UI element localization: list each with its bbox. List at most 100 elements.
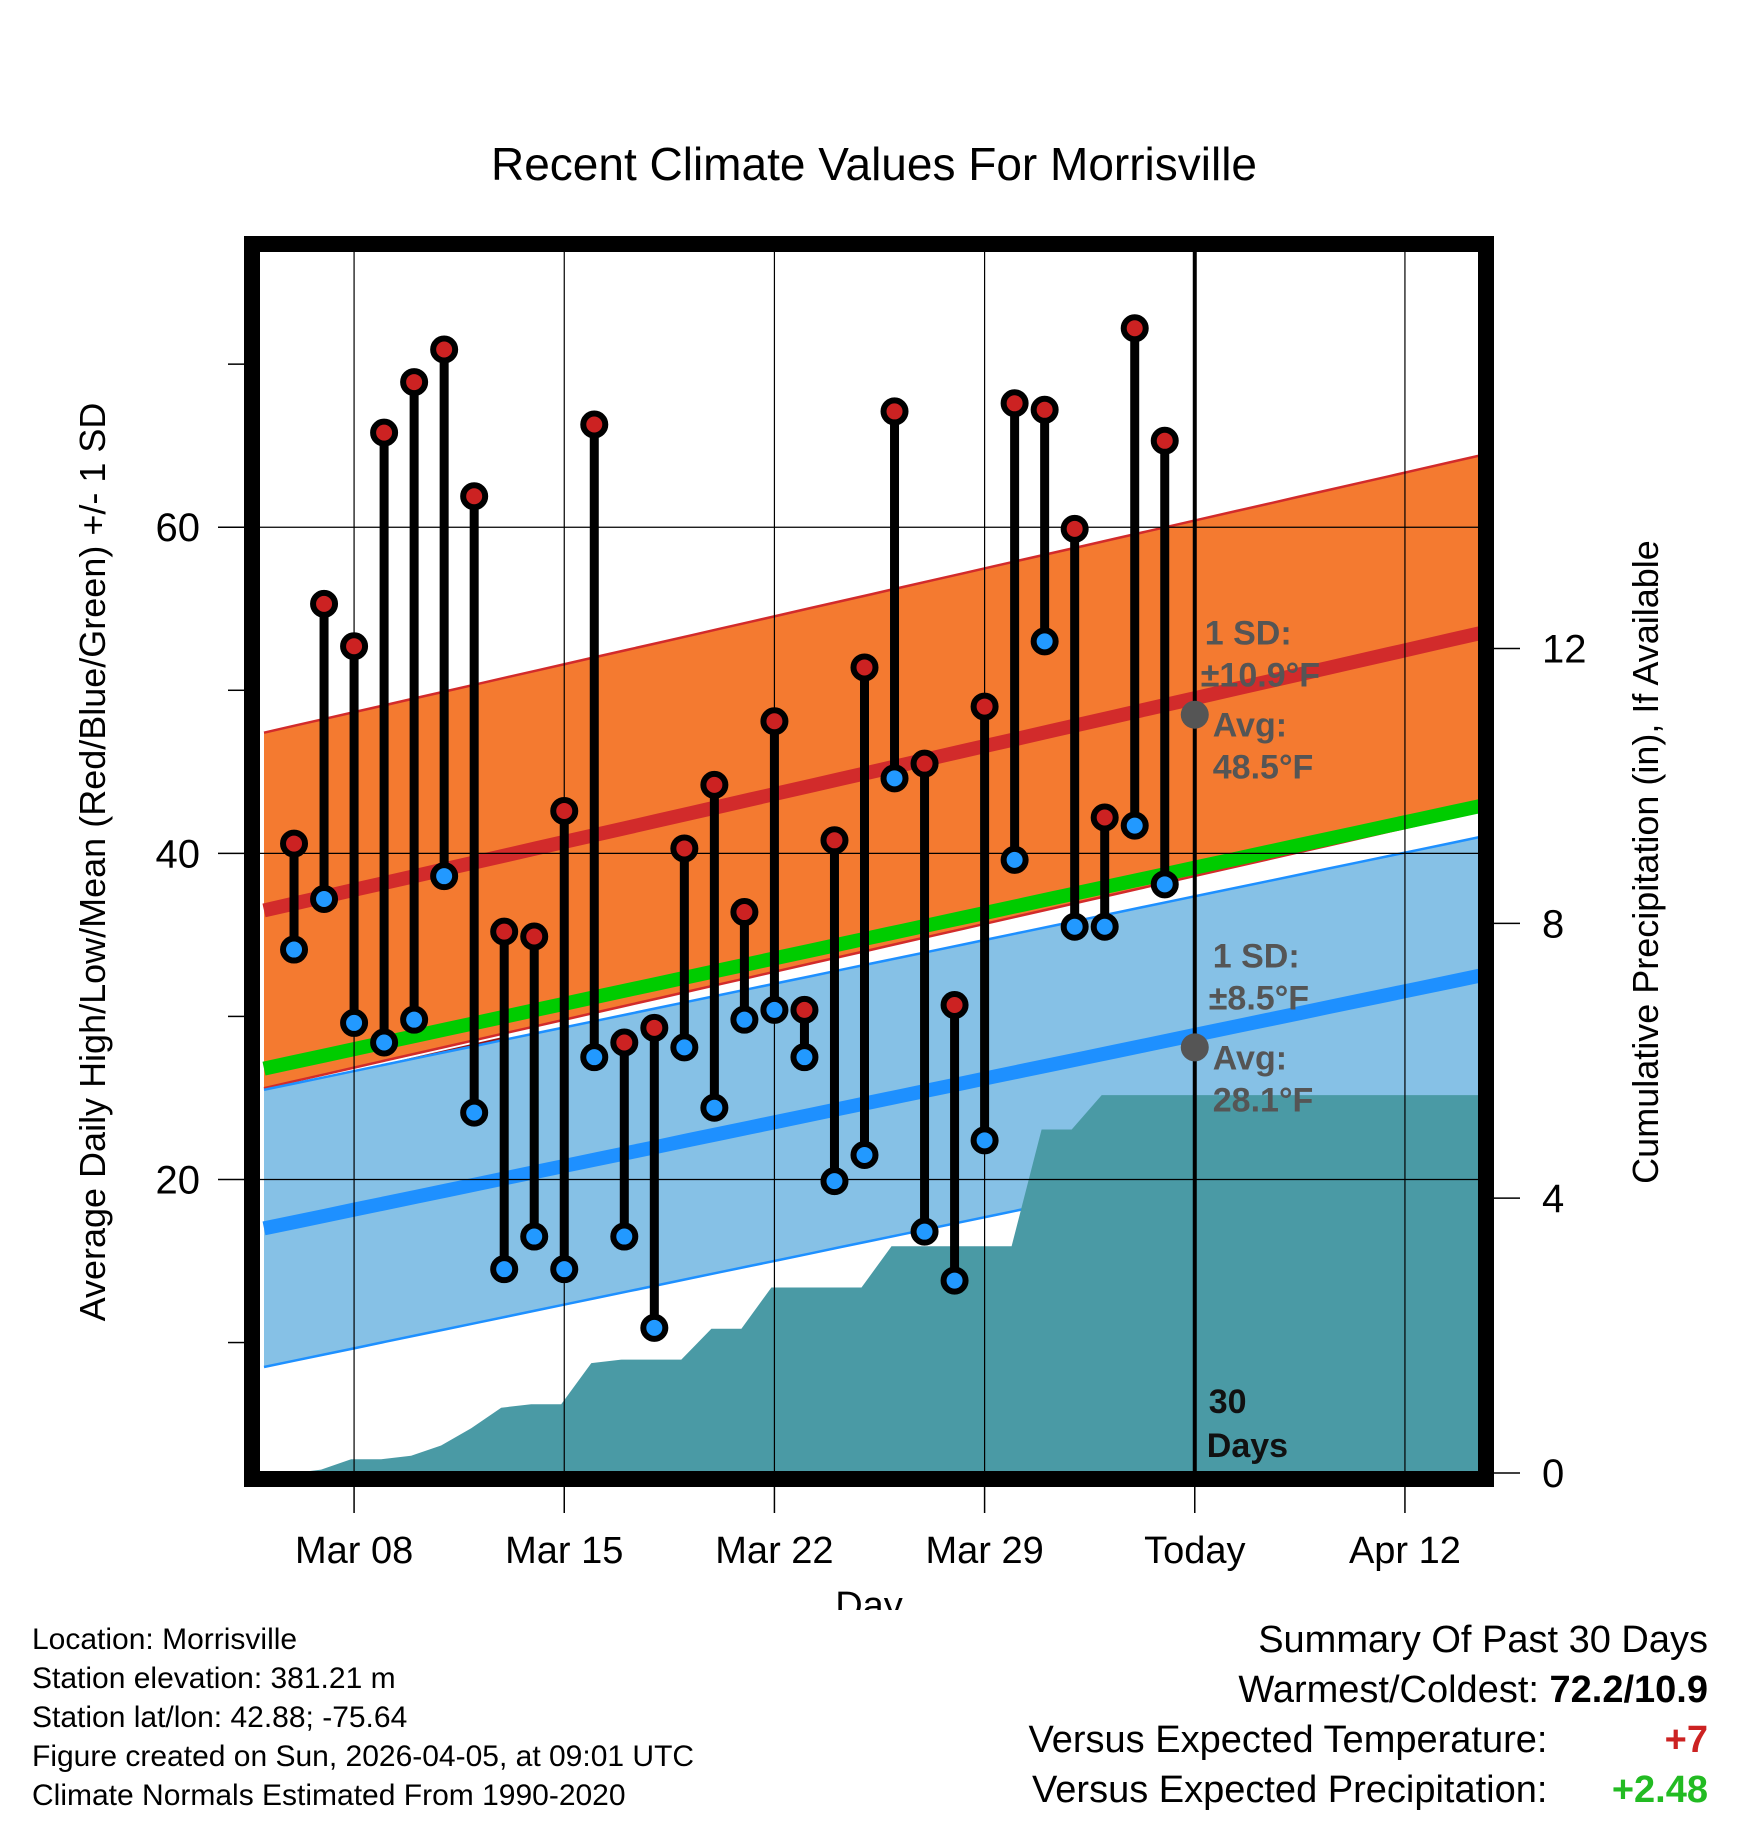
daily-low-point — [760, 995, 789, 1024]
daily-low-point — [610, 1222, 639, 1251]
y2-axis-label: Cumulative Precipitation (in), If Availa… — [1625, 540, 1666, 1184]
plot-frame — [244, 236, 1494, 1487]
daily-low-point — [700, 1093, 729, 1122]
created-text: Figure created on Sun, 2026-04-05, at 09… — [32, 1740, 695, 1773]
daily-high-point — [1150, 426, 1179, 455]
temp-departure-value: +7 — [1664, 1719, 1708, 1761]
daily-low-point — [850, 1141, 879, 1170]
warmest-coldest-label: Warmest/Coldest: — [1238, 1669, 1539, 1711]
y-tick-label: 20 — [156, 1158, 201, 1202]
high-sd-value: ±10.9°F — [1201, 657, 1320, 695]
daily-high-point — [910, 749, 939, 778]
daily-high-point — [490, 917, 519, 946]
chart-title: Recent Climate Values For Morrisville — [491, 138, 1257, 190]
daily-high-point — [700, 770, 729, 799]
daily-low-point — [880, 764, 909, 793]
high-avg-value: 48.5°F — [1213, 749, 1314, 787]
precip-departure-value: +2.48 — [1611, 1769, 1708, 1811]
daily-low-point — [820, 1167, 849, 1196]
daily-low-point — [1000, 845, 1029, 874]
low-sd-label: 1 SD: — [1213, 937, 1300, 975]
daily-low-point — [280, 935, 309, 964]
latlon-text: Station lat/lon: 42.88; -75.64 — [32, 1701, 408, 1734]
daily-low-point — [1030, 627, 1059, 656]
warmest-coldest-row: Warmest/Coldest: 72.2/10.9 — [1029, 1665, 1708, 1715]
x-tick-label: Mar 08 — [295, 1530, 413, 1572]
daily-high-point — [520, 922, 549, 951]
low-avg-label: Avg: — [1213, 1039, 1287, 1077]
daily-low-point — [400, 1005, 429, 1034]
y2-tick-label: 8 — [1542, 902, 1564, 946]
daily-low-point — [370, 1028, 399, 1057]
daily-high-point — [730, 898, 759, 927]
x-axis-label: Day — [835, 1585, 903, 1610]
today-low-average-dot — [1180, 1033, 1209, 1062]
precipitation-area — [264, 1095, 1480, 1473]
daily-high-point — [580, 410, 609, 439]
low-avg-value: 28.1°F — [1213, 1081, 1314, 1119]
high-sd-label: 1 SD: — [1205, 615, 1292, 653]
daily-high-point — [880, 397, 909, 426]
precip-departure-label: Versus Expected Precipitation: — [1032, 1769, 1548, 1811]
daily-high-point — [1000, 389, 1029, 418]
days-count-number: 30 — [1209, 1383, 1247, 1421]
normals-text: Climate Normals Estimated From 1990-2020 — [32, 1779, 626, 1812]
daily-high-point — [550, 796, 579, 825]
daily-low-point — [910, 1217, 939, 1246]
daily-low-point — [310, 885, 339, 914]
station-info: Location: Morrisville Station elevation:… — [32, 1620, 694, 1815]
high-sd-band-upper-edge — [263, 454, 1480, 734]
y-tick-label: 40 — [156, 832, 201, 876]
daily-low-point — [550, 1255, 579, 1284]
high-avg-label: Avg: — [1213, 707, 1287, 745]
summary-heading: Summary Of Past 30 Days — [1258, 1619, 1708, 1661]
x-tick-label: Mar 22 — [715, 1530, 833, 1572]
daily-high-point — [790, 995, 819, 1024]
daily-low-point — [1090, 912, 1119, 941]
summary-panel: Summary Of Past 30 Days Warmest/Coldest:… — [1029, 1615, 1708, 1815]
warmest-coldest-value: 72.2/10.9 — [1549, 1669, 1708, 1711]
today-high-average-dot — [1180, 700, 1209, 729]
daily-high-point — [280, 829, 309, 858]
daily-low-point — [1120, 811, 1149, 840]
daily-low-point — [670, 1033, 699, 1062]
daily-high-point — [670, 834, 699, 863]
daily-low-point — [790, 1043, 819, 1072]
low-sd-value: ±8.5°F — [1209, 979, 1309, 1017]
y-tick-label: 60 — [156, 506, 201, 550]
daily-high-point — [310, 589, 339, 618]
x-tick-label: Today — [1144, 1530, 1245, 1572]
high-average-line — [262, 626, 1480, 918]
temp-departure-label: Versus Expected Temperature: — [1028, 1719, 1548, 1761]
x-tick-label: Mar 29 — [925, 1530, 1043, 1572]
y2-tick-label: 4 — [1542, 1177, 1564, 1221]
daily-low-point — [520, 1222, 549, 1251]
daily-high-point — [760, 707, 789, 736]
elevation-text: Station elevation: 381.21 m — [32, 1662, 396, 1695]
temp-departure-row: Versus Expected Temperature: +7 — [1029, 1715, 1708, 1765]
climate-chart: Recent Climate Values For Morrisville 1 … — [72, 138, 1666, 1610]
daily-low-point — [940, 1266, 969, 1295]
location-text: Location: Morrisville — [32, 1623, 298, 1656]
daily-low-point — [1150, 870, 1179, 899]
x-tick-label: Apr 12 — [1349, 1530, 1461, 1572]
y-axis-label: Average Daily High/Low/Mean (Red/Blue/Gr… — [72, 403, 113, 1322]
daily-low-point — [970, 1126, 999, 1155]
daily-low-point — [430, 862, 459, 891]
daily-low-point — [490, 1255, 519, 1284]
daily-high-point — [400, 368, 429, 397]
precip-departure-row: Versus Expected Precipitation: +2.48 — [1029, 1765, 1708, 1815]
daily-high-point — [1060, 514, 1089, 543]
daily-high-point — [940, 990, 969, 1019]
y2-tick-label: 0 — [1542, 1452, 1564, 1496]
daily-low-point — [340, 1008, 369, 1037]
days-count-word: Days — [1207, 1427, 1288, 1465]
y2-tick-label: 12 — [1542, 628, 1587, 672]
daily-low-point — [640, 1313, 669, 1342]
daily-high-point — [460, 482, 489, 511]
daily-low-point — [460, 1098, 489, 1127]
plot-area: 1 SD: ±10.9°F Avg: 48.5°F 1 SD: ±8.5°F Avg: 28.… — [258, 250, 1480, 1473]
x-tick-label: Mar 15 — [505, 1530, 623, 1572]
daily-high-point — [850, 653, 879, 682]
plot-overlay: 20 40 60 0 4 8 12 Mar 08 Mar 15 Mar 22 Mar 29 Today… — [156, 236, 1587, 1572]
